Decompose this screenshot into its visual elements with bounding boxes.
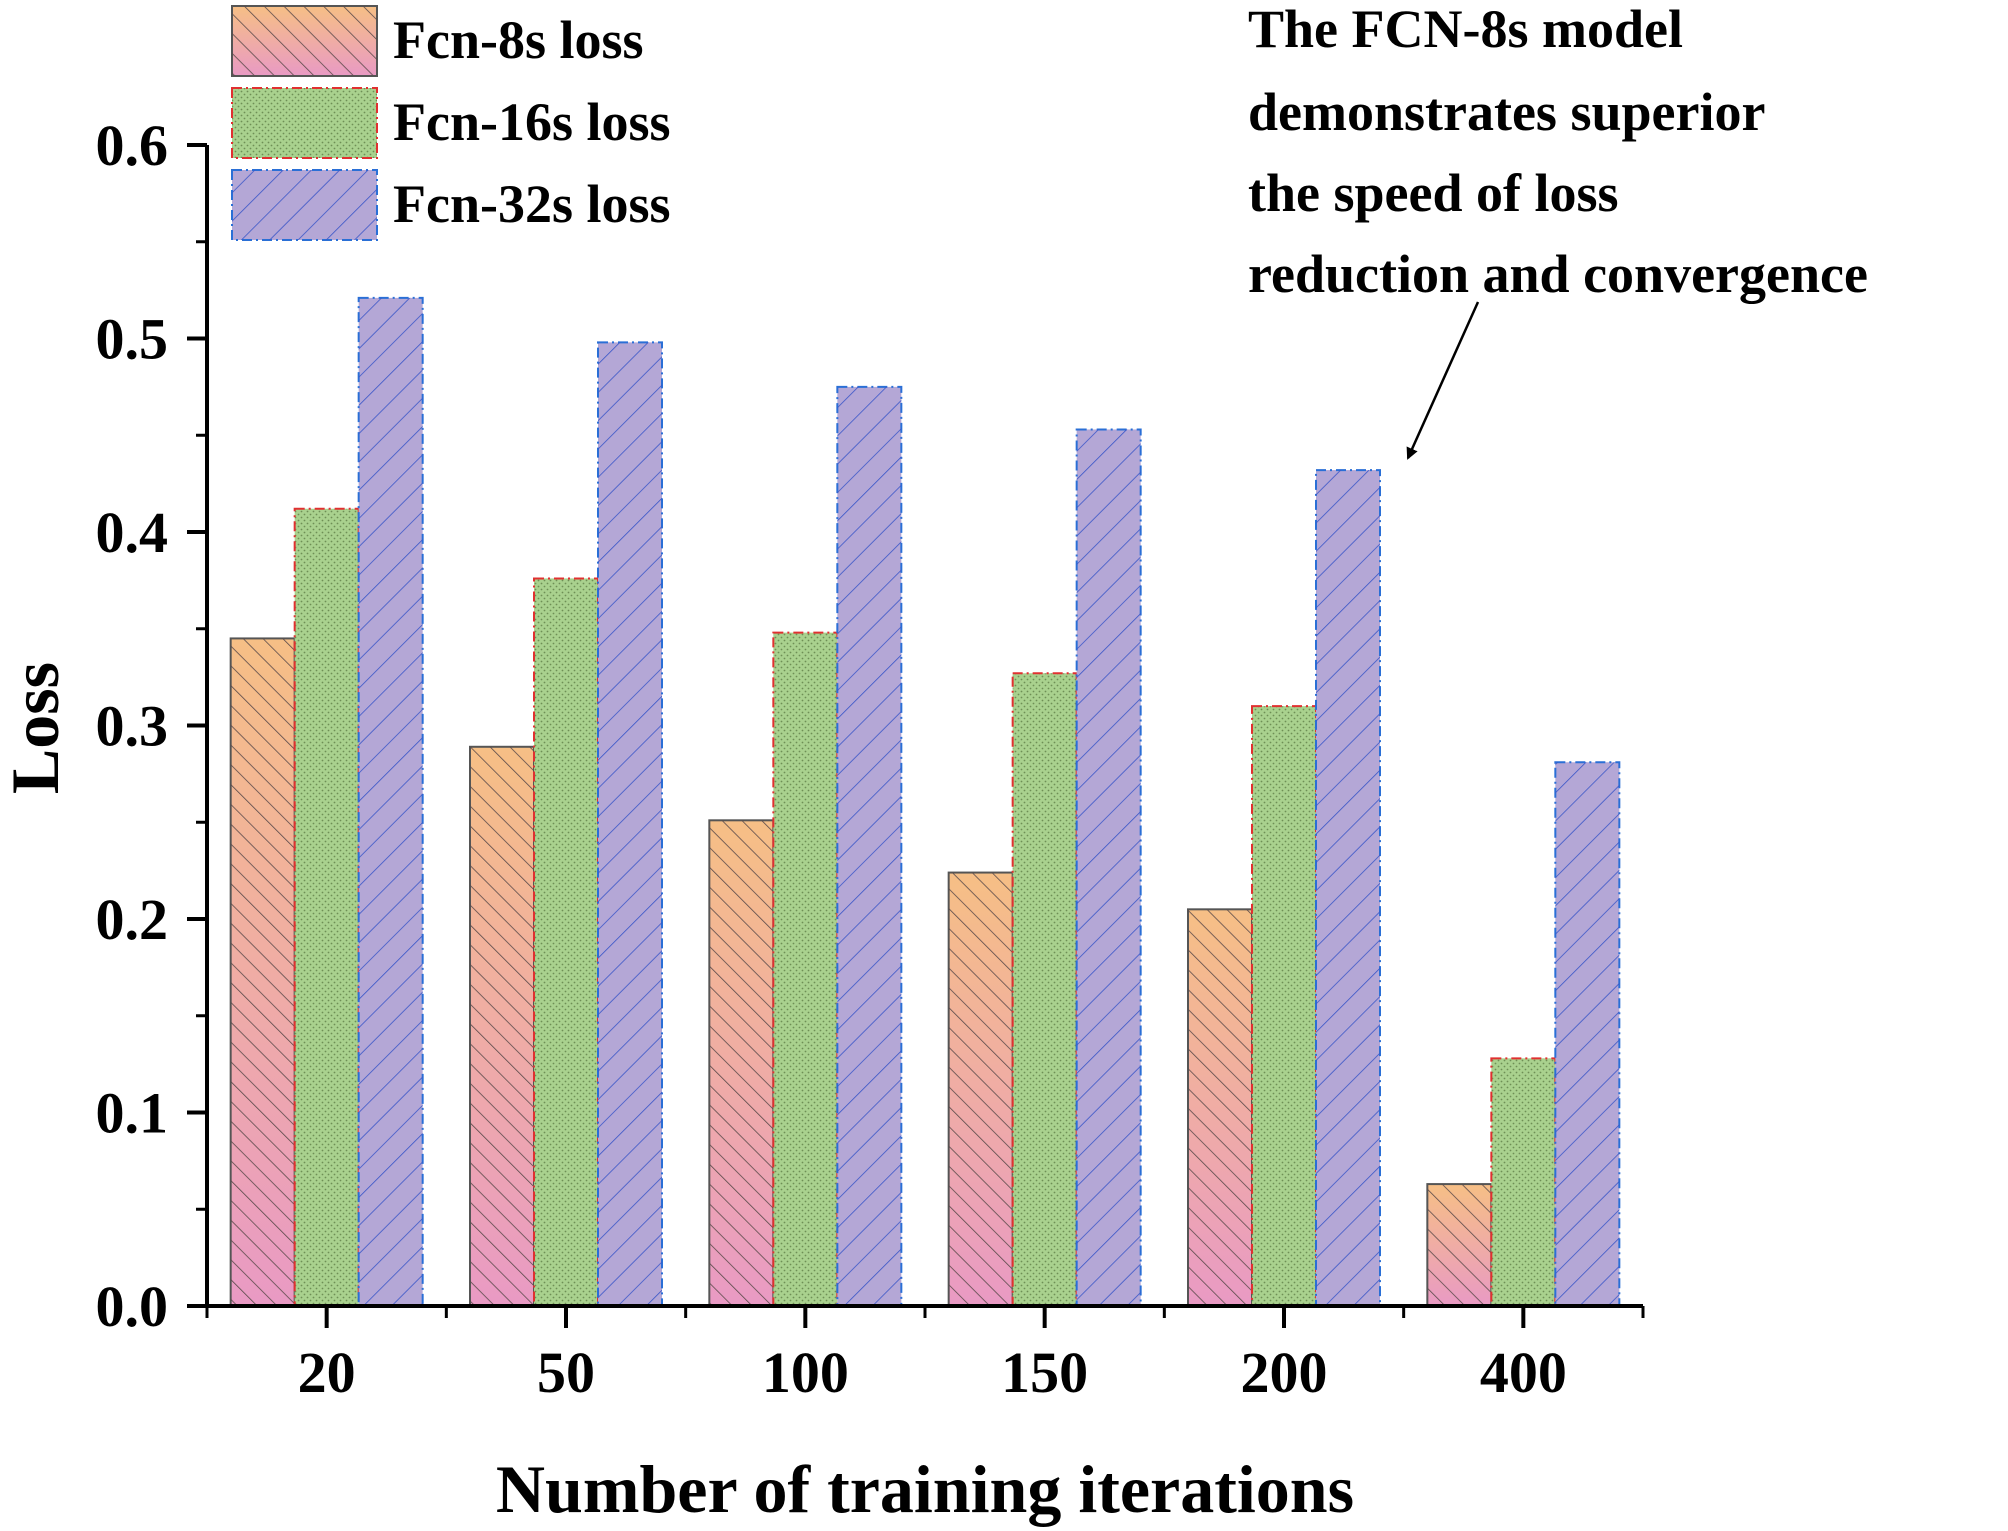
x-tick-label: 400 [1480,1340,1567,1405]
bar-hatch-fcn32s-200 [1316,470,1380,1307]
bar-hatch-fcn8s-50 [470,746,534,1306]
bar-hatch-fcn32s-50 [598,342,662,1306]
legend-swatch-fcn16s [231,87,378,159]
bar-fcn16s-50 [533,577,599,1307]
bar-hatch-fcn32s-20 [358,297,423,1306]
y-tick-label: 0.4 [96,500,169,565]
bar-hatch-fcn8s-150 [948,872,1013,1306]
annotation-arrow [1406,301,1480,460]
bar-hatch-fcn32s-100 [837,386,902,1306]
legend-swatch-fcn32s-hatch [232,170,377,240]
annotation: The FCN-8s model demonstrates superior t… [1248,0,1868,460]
y-tick-label: 0.0 [96,1274,169,1339]
legend-label-fcn8s: Fcn-8s loss [393,10,644,70]
bar-hatch-fcn32s-400 [1555,762,1620,1306]
legend: Fcn-8s loss Fcn-16s loss Fcn-32s loss [231,5,671,241]
annotation-line-1: The FCN-8s model [1248,0,1683,59]
legend-item-fcn16s: Fcn-16s loss [231,87,671,159]
y-tick-label: 0.2 [96,887,169,952]
legend-label-fcn16s: Fcn-16s loss [393,92,671,152]
y-tick-label: 0.6 [96,113,169,178]
x-tick-label: 20 [298,1340,356,1405]
bar-fcn16s-150 [1011,672,1078,1307]
bar-hatch-fcn8s-20 [230,638,295,1306]
x-tick-label: 150 [1001,1340,1088,1405]
bar-fcn16s-100 [772,631,839,1307]
x-tick-label: 200 [1241,1340,1328,1405]
bar-hatch-fcn8s-200 [1188,909,1252,1306]
legend-label-fcn32s: Fcn-32s loss [393,174,671,234]
y-tick-label: 0.5 [96,307,169,372]
legend-item-fcn8s: Fcn-8s loss [231,5,644,77]
bar-fcn16s-400 [1490,1057,1557,1307]
bar-fcn16s-20 [293,507,360,1307]
bars-group [229,296,1621,1307]
annotation-line-4: reduction and convergence [1248,244,1868,304]
x-tick-label: 50 [537,1340,595,1405]
bar-hatch-fcn32s-150 [1076,429,1141,1306]
bar-hatch-fcn8s-100 [709,820,774,1306]
y-tick-label: 0.3 [96,694,169,759]
x-tick-label: 100 [762,1340,849,1405]
x-ticks-group: 20 50 100 150 200 400 [205,1306,1645,1405]
annotation-line-2: demonstrates superior [1248,82,1765,142]
annotation-line-3: the speed of loss [1248,163,1619,223]
y-axis-title: Loss [0,662,73,794]
plot-area: 0.0 0.1 0.2 0.3 0.4 0.5 0.6 20 50 100 150 200 400 [96,113,1645,1405]
y-ticks-group: 0.0 0.1 0.2 0.3 0.4 0.5 0.6 [96,113,207,1339]
bar-hatch-fcn8s-400 [1427,1184,1492,1306]
y-tick-label: 0.1 [96,1081,169,1146]
bar-fcn16s-200 [1251,705,1317,1307]
legend-item-fcn32s: Fcn-32s loss [231,169,671,241]
x-axis-title: Number of training iterations [496,1451,1354,1527]
legend-swatch-fcn8s-hatch [232,6,377,76]
